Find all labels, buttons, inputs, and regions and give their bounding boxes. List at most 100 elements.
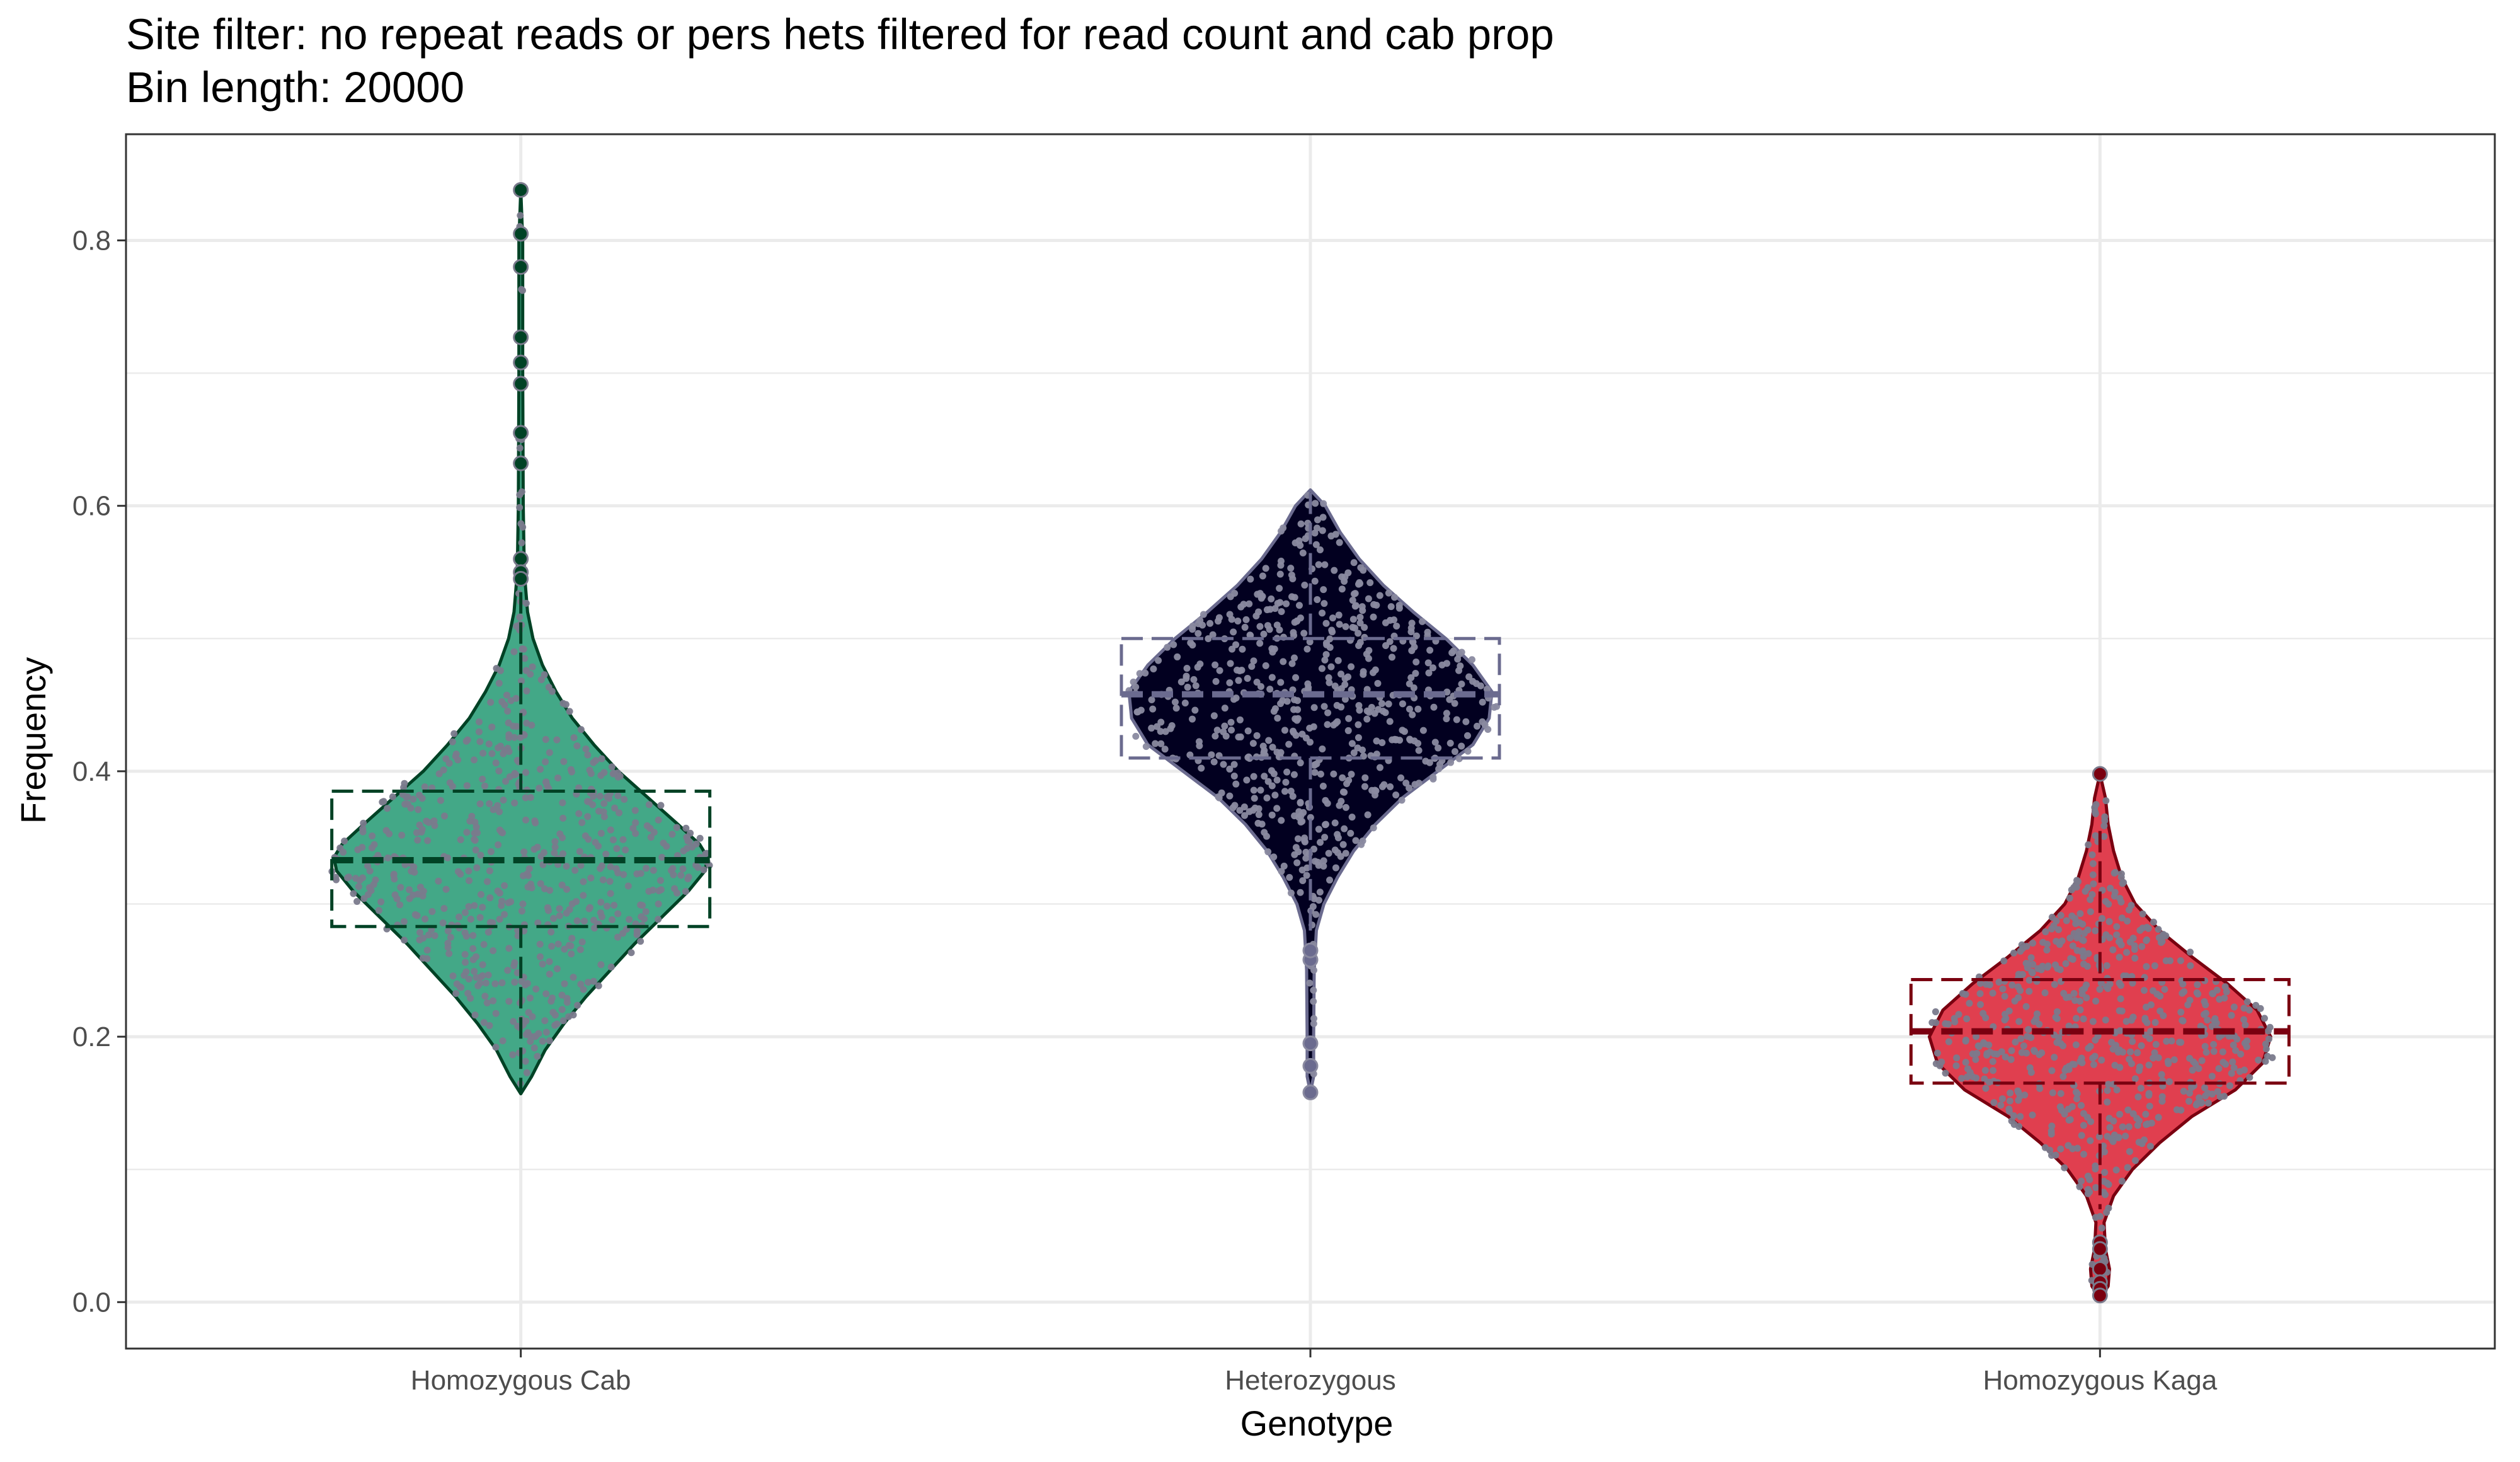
jitter-point <box>2106 934 2114 941</box>
y-tick-label: 0.8 <box>72 225 111 256</box>
jitter-point <box>1183 665 1191 672</box>
jitter-point <box>2048 1131 2055 1138</box>
jitter-point <box>523 687 530 694</box>
jitter-point <box>456 983 464 991</box>
jitter-point <box>1232 641 1240 648</box>
jitter-point <box>657 802 665 809</box>
jitter-point <box>2208 1090 2216 1098</box>
jitter-point <box>655 816 662 824</box>
jitter-point <box>1373 737 1380 745</box>
jitter-point <box>2112 868 2119 876</box>
jitter-point <box>1411 781 1419 788</box>
jitter-point <box>619 836 627 843</box>
jitter-point <box>469 945 477 952</box>
jitter-point <box>2095 1133 2103 1141</box>
jitter-point <box>669 865 677 872</box>
jitter-point <box>541 671 548 679</box>
jitter-point <box>1256 623 1264 630</box>
jitter-point <box>476 914 484 921</box>
jitter-point <box>1316 889 1324 896</box>
jitter-point <box>1239 645 1246 653</box>
jitter-point <box>541 885 548 892</box>
jitter-point <box>2079 947 2087 955</box>
jitter-point <box>1320 500 1327 507</box>
jitter-point <box>655 901 662 908</box>
jitter-point <box>597 865 604 872</box>
jitter-point <box>1150 665 1157 672</box>
jitter-point <box>1990 1099 1998 1107</box>
jitter-point <box>1385 589 1392 597</box>
jitter-point <box>536 940 544 948</box>
jitter-point <box>2142 1120 2150 1128</box>
jitter-point <box>1268 767 1275 774</box>
jitter-point <box>565 941 573 949</box>
jitter-point <box>1268 811 1276 819</box>
jitter-point <box>2118 914 2126 922</box>
jitter-point <box>2053 1008 2061 1016</box>
jitter-point <box>406 886 413 894</box>
jitter-point <box>2112 1042 2119 1049</box>
jitter-point <box>2092 927 2099 935</box>
jitter-point <box>2139 924 2146 932</box>
jitter-point <box>479 961 486 969</box>
jitter-point <box>1189 626 1196 633</box>
jitter-point <box>1287 889 1295 897</box>
jitter-point <box>568 935 576 942</box>
jitter-point <box>495 808 503 815</box>
jitter-point <box>2192 1101 2200 1108</box>
jitter-point <box>377 898 385 906</box>
jitter-point <box>1148 696 1155 703</box>
jitter-point <box>563 999 571 1006</box>
jitter-point <box>1281 727 1288 734</box>
jitter-point <box>501 882 508 889</box>
jitter-point <box>2126 1048 2134 1056</box>
jitter-point <box>523 1069 530 1076</box>
jitter-point <box>1301 582 1309 589</box>
jitter-point <box>477 851 484 859</box>
jitter-point <box>496 889 503 897</box>
jitter-point <box>2214 1088 2221 1095</box>
jitter-point <box>608 763 616 771</box>
jitter-point <box>2122 1018 2130 1025</box>
jitter-point <box>2073 1090 2081 1098</box>
jitter-point <box>1312 911 1320 918</box>
jitter-point <box>1271 791 1279 799</box>
jitter-point <box>596 793 604 800</box>
jitter-point <box>2078 1059 2086 1066</box>
jitter-point <box>589 801 597 809</box>
jitter-point <box>1973 1074 1980 1082</box>
jitter-point <box>2087 908 2094 916</box>
jitter-point <box>1258 820 1266 828</box>
jitter-point <box>1435 765 1443 773</box>
jitter-point <box>2226 1082 2233 1090</box>
jitter-point <box>2080 960 2087 968</box>
jitter-point <box>1322 651 1330 659</box>
jitter-point <box>1419 727 1427 734</box>
jitter-point <box>1962 1037 1969 1045</box>
jitter-point <box>600 800 608 807</box>
jitter-point <box>2088 851 2096 858</box>
jitter-point <box>2180 1088 2187 1095</box>
jitter-point <box>1261 829 1268 836</box>
jitter-point <box>1183 672 1190 680</box>
jitter-point <box>1281 788 1289 795</box>
jitter-point <box>684 834 691 842</box>
jitter-point <box>1280 862 1288 870</box>
jitter-point <box>2143 937 2150 945</box>
jitter-point <box>1276 585 1283 592</box>
jitter-point <box>496 916 503 923</box>
jitter-point <box>2065 1142 2072 1149</box>
jitter-point <box>2005 1105 2013 1113</box>
jitter-point <box>2186 948 2194 956</box>
jitter-point <box>510 1018 517 1025</box>
jitter-point <box>446 779 454 786</box>
y-tick-label: 0.6 <box>72 491 111 522</box>
jitter-point <box>1355 642 1363 649</box>
jitter-point <box>2084 926 2092 934</box>
jitter-point <box>1238 667 1246 674</box>
jitter-point <box>1372 666 1379 674</box>
outlier-point <box>2092 1241 2108 1257</box>
jitter-point <box>1348 740 1356 747</box>
jitter-point <box>1331 567 1338 574</box>
jitter-point <box>1999 985 2007 993</box>
